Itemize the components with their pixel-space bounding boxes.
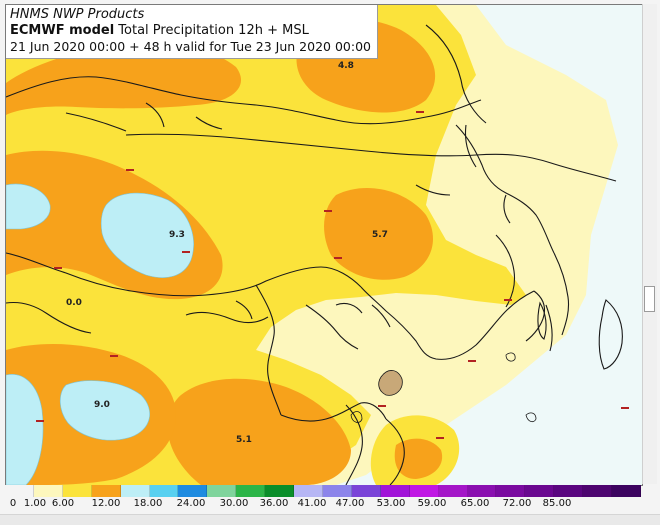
map-value-label: 5.1 — [236, 435, 252, 445]
map-canvas: 4.8 9.3 5.7 9.0 5.1 0.0 — [6, 5, 642, 485]
colorbar-cell — [120, 485, 150, 497]
precipitation-colorbar — [5, 485, 641, 497]
colorbar-tick-label: 85.00 — [542, 498, 572, 509]
colorbar-tick-label: 24.00 — [176, 498, 206, 509]
map-value-label: 9.3 — [169, 230, 185, 240]
colorbar-cell — [525, 485, 555, 497]
colorbar-cell — [322, 485, 352, 497]
precip-orange-south — [167, 378, 351, 485]
colorbar-cell — [351, 485, 381, 497]
colorbar-cell — [33, 485, 63, 497]
colorbar-tick-label: 1.00 — [23, 498, 47, 509]
colorbar-tick-label: 41.00 — [297, 498, 327, 509]
colorbar-tick-label: 47.00 — [335, 498, 365, 509]
colorbar-cell — [236, 485, 266, 497]
small-island-1 — [350, 411, 363, 423]
colorbar-cell — [438, 485, 468, 497]
colorbar-cell — [294, 485, 323, 497]
map-value-label: 0.0 — [66, 298, 82, 308]
map-title-box: HNMS NWP Products ECMWF model Total Prec… — [6, 5, 378, 59]
colorbar-cell — [467, 485, 497, 497]
colorbar-tick-label: 12.00 — [91, 498, 121, 509]
colorbar-tick-label: 18.00 — [133, 498, 163, 509]
island-shape — [378, 370, 403, 396]
model-name: ECMWF model — [10, 23, 115, 38]
map-value-label: 5.7 — [372, 230, 388, 240]
small-island-2 — [525, 412, 537, 423]
colorbar-cell — [409, 485, 439, 497]
product-title: ECMWF model Total Precipitation 12h + MS… — [10, 23, 373, 39]
colorbar-tick-label: 72.00 — [502, 498, 532, 509]
colorbar-cell — [612, 485, 641, 497]
map-value-label: 9.0 — [94, 400, 110, 410]
colorbar-cell — [62, 485, 92, 497]
map-value-label: 4.8 — [338, 61, 354, 71]
scrollbar-thumb[interactable] — [644, 286, 655, 312]
product-field: Total Precipitation 12h + MSL — [114, 23, 309, 38]
colorbar-cell — [207, 485, 237, 497]
precip-orange-center — [324, 187, 433, 280]
colorbar-tick-label: 0 — [9, 498, 17, 509]
colorbar-cell — [554, 485, 584, 497]
small-island-3 — [505, 352, 516, 362]
horizontal-scrollbar[interactable] — [0, 514, 660, 525]
precip-orange-top-left — [6, 41, 242, 115]
colorbar-tick-label: 53.00 — [376, 498, 406, 509]
colorbar-ticks: 0 1.00 6.00 12.00 18.00 24.00 30.00 36.00 41.00 4… — [5, 498, 641, 512]
colorbar-tick-label: 6.00 — [51, 498, 75, 509]
vertical-scrollbar[interactable] — [642, 4, 657, 484]
colorbar-cell — [380, 485, 410, 497]
contour-markers — [36, 111, 629, 439]
product-source: HNMS NWP Products — [10, 7, 145, 22]
colorbar-cell — [149, 485, 179, 497]
colorbar-tick-label: 36.00 — [259, 498, 289, 509]
colorbar-tick-label: 65.00 — [460, 498, 490, 509]
colorbar-cell — [583, 485, 613, 497]
validity-time: 21 Jun 2020 00:00 + 48 h valid for Tue 2… — [10, 39, 371, 54]
colorbar-cell — [496, 485, 526, 497]
colorbar-cell — [178, 485, 208, 497]
colorbar-cell — [265, 485, 295, 497]
colorbar-cell — [5, 485, 34, 497]
colorbar-cell — [91, 485, 121, 497]
precipitation-map: 4.8 9.3 5.7 9.0 5.1 0.0 — [5, 4, 643, 486]
precip-cyan-far-west — [6, 183, 51, 230]
colorbar-tick-label: 30.00 — [219, 498, 249, 509]
precip-cyan-west — [100, 192, 194, 278]
precip-cyan-southwest — [59, 380, 150, 441]
coastlines — [6, 24, 623, 485]
precip-orange-east-small — [394, 438, 443, 479]
colorbar-tick-label: 59.00 — [417, 498, 447, 509]
